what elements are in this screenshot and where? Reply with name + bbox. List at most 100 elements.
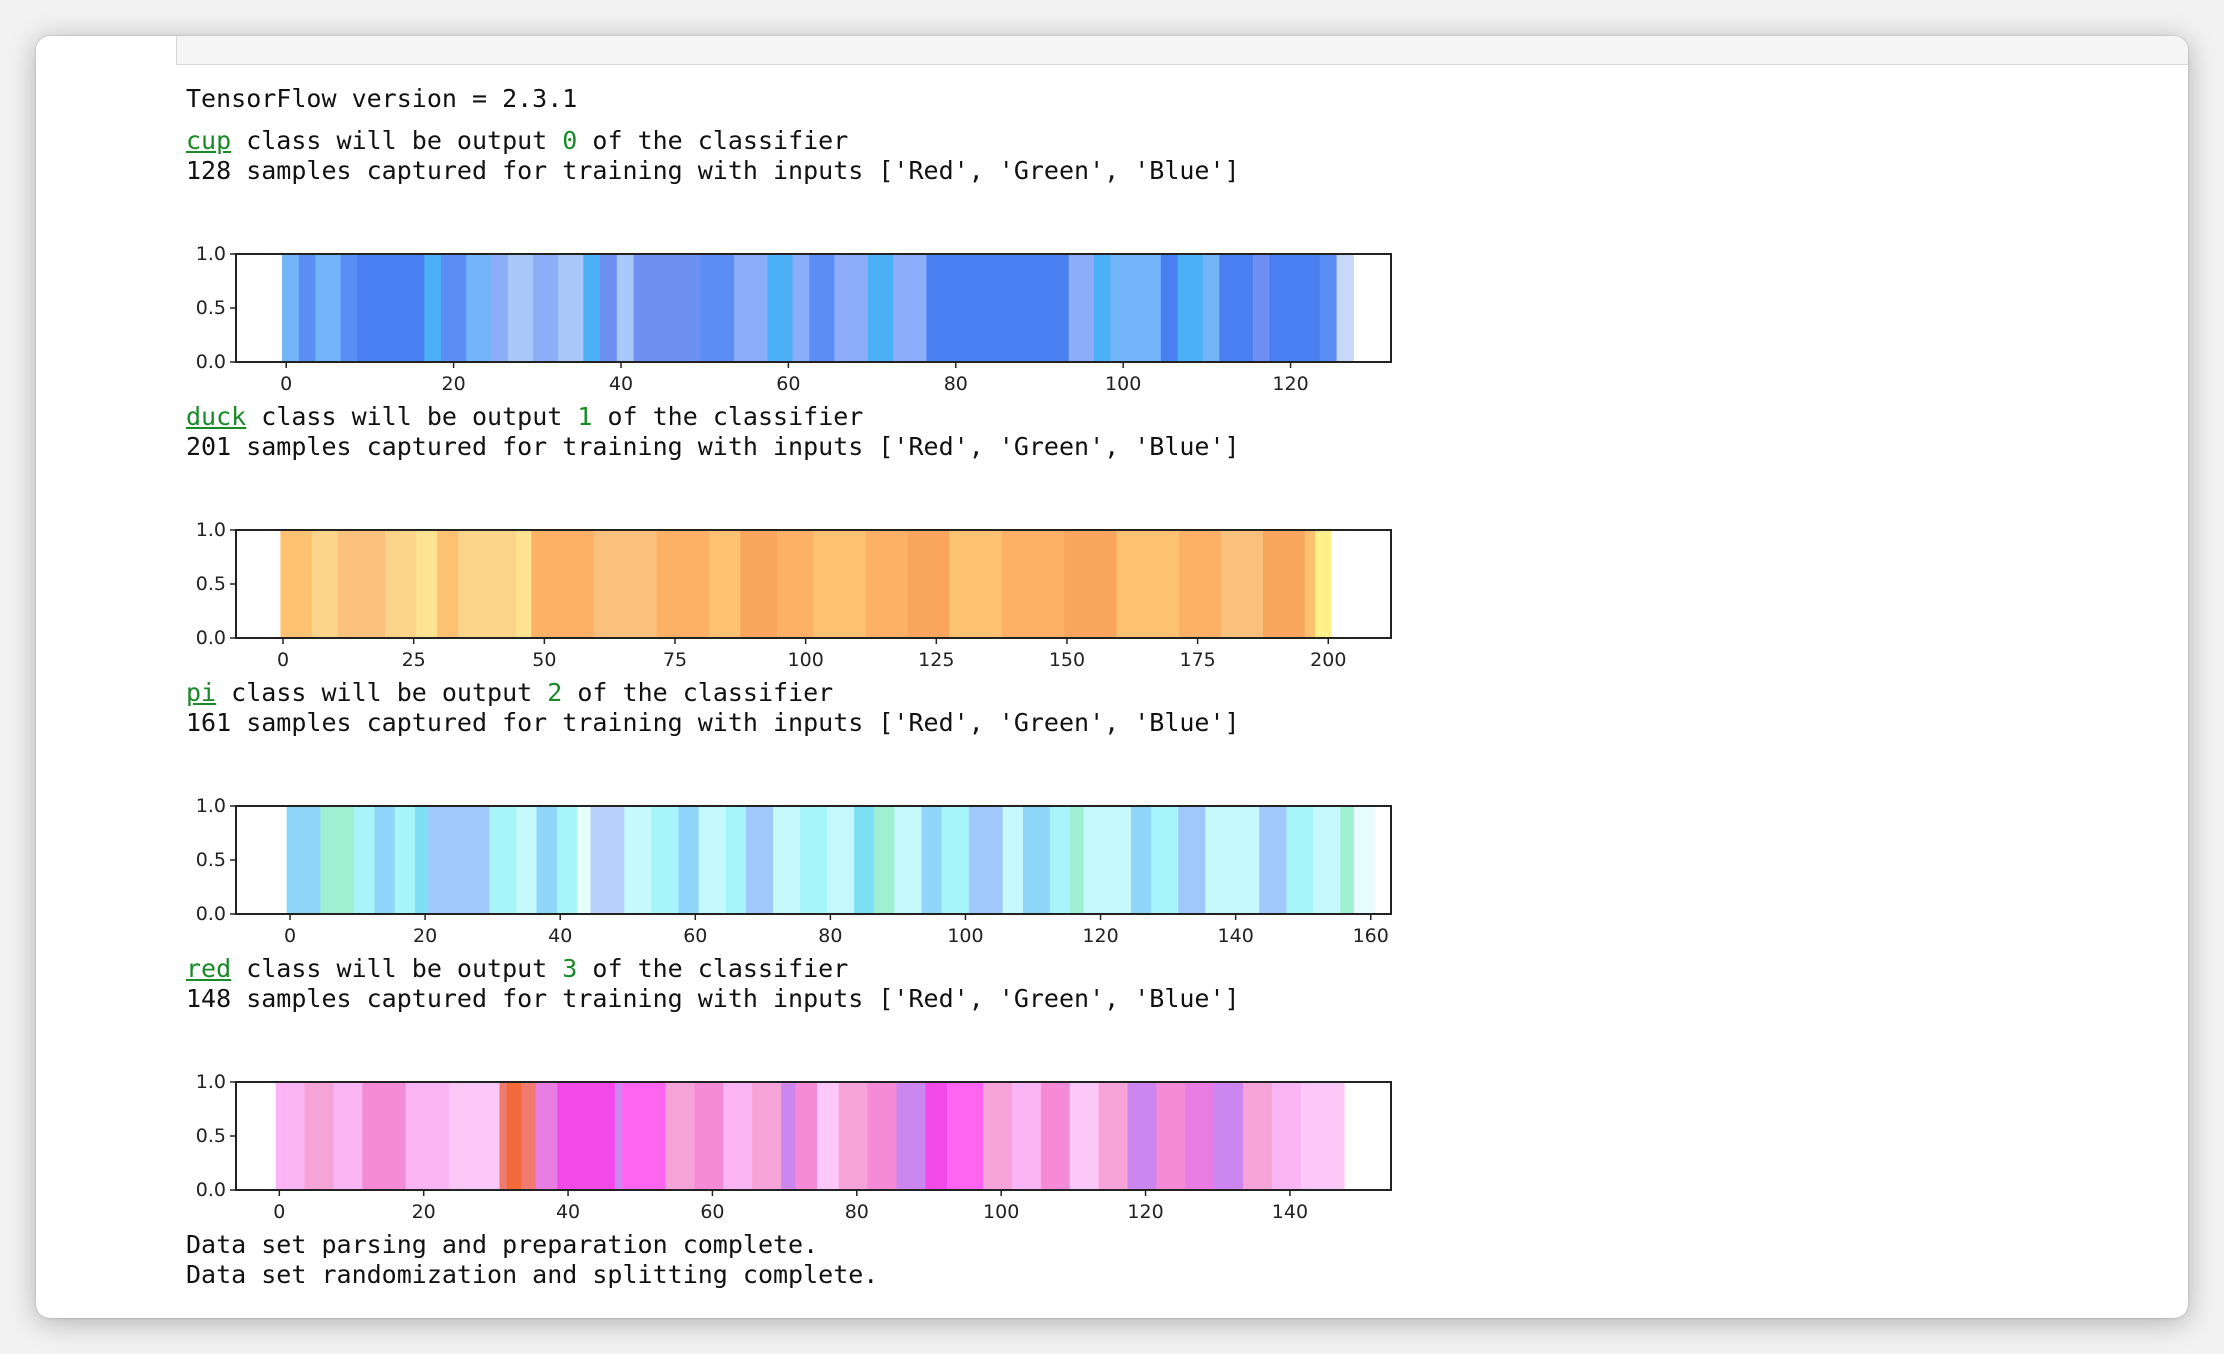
class-line-text: class will be output <box>246 402 578 431</box>
sample-bar <box>921 806 943 914</box>
sample-bar <box>1001 530 1065 638</box>
y-tick-label: 0.5 <box>196 1125 226 1147</box>
x-tick-label: 20 <box>413 925 437 947</box>
sample-bar <box>1116 530 1180 638</box>
sample-bar <box>865 530 909 638</box>
sample-bar <box>499 1082 508 1190</box>
y-tick-label: 0.0 <box>196 1179 226 1201</box>
sample-bar <box>1252 254 1271 362</box>
sample-bar <box>1068 254 1095 362</box>
sample-bar <box>874 806 896 914</box>
x-tick-label: 0 <box>277 649 289 671</box>
x-tick-label: 60 <box>683 925 707 947</box>
sample-bar <box>867 254 894 362</box>
sample-bar <box>1012 1082 1042 1190</box>
sample-bar <box>854 806 875 914</box>
color-strip-chart-duck: 0 25 50 75 100 125 150 175 200 0.0 0.5 1.0 <box>186 520 1411 672</box>
chart-svg: 0 20 40 60 80 100 120 140 160 0.0 0.5 1.0 <box>196 796 1392 947</box>
x-tick-label: 0 <box>273 1201 285 1223</box>
class-line-text: class will be output <box>231 954 563 983</box>
sample-bar <box>1304 530 1316 638</box>
samples-line-duck: 201 samples captured for training with i… <box>186 432 1240 461</box>
x-tick-label: 140 <box>1218 925 1254 947</box>
y-tick-label: 1.0 <box>196 520 226 541</box>
sample-bar <box>827 806 855 914</box>
sample-bar <box>1262 530 1306 638</box>
sample-bar <box>925 1082 948 1190</box>
x-tick-label: 100 <box>788 649 824 671</box>
samples-line-pi: 161 samples captured for training with i… <box>186 708 1240 737</box>
x-tick-label: 80 <box>944 373 968 395</box>
class-line-text: class will be output <box>231 126 563 155</box>
sample-bar <box>516 806 538 914</box>
sample-bar <box>394 806 416 914</box>
sample-bar <box>907 530 950 638</box>
sample-bar <box>772 806 801 914</box>
sample-bar <box>1286 806 1314 914</box>
class-name-link[interactable]: pi <box>186 678 217 707</box>
sample-bar <box>1179 530 1222 638</box>
class-line-tail: of the classifier <box>592 402 864 431</box>
class-name-link[interactable]: cup <box>186 126 232 155</box>
x-tick-label: 40 <box>556 1201 580 1223</box>
class-line-tail: of the classifier <box>562 678 834 707</box>
sample-bar <box>362 1082 407 1190</box>
sample-bar <box>535 1082 558 1190</box>
sample-bar <box>633 254 702 362</box>
sample-bar <box>428 806 490 914</box>
y-tick-label: 0.0 <box>196 627 226 649</box>
x-tick-label: 140 <box>1272 1201 1308 1223</box>
sample-bar <box>1110 254 1162 362</box>
sample-bar <box>867 1082 898 1190</box>
sample-bar <box>333 1082 363 1190</box>
sample-bar <box>311 530 339 638</box>
x-tick-label: 80 <box>845 1201 869 1223</box>
sample-bar <box>515 530 532 638</box>
sample-bar <box>723 1082 753 1190</box>
sample-bar <box>809 254 836 362</box>
sample-bar <box>1064 530 1118 638</box>
sample-bar <box>594 530 658 638</box>
chart-svg: 0 20 40 60 80 100 120 140 0.0 0.5 1.0 <box>196 1072 1392 1223</box>
sample-bar <box>508 254 534 362</box>
x-tick-label: 125 <box>918 649 954 671</box>
sample-bar <box>1070 806 1085 914</box>
x-tick-label: 150 <box>1049 649 1085 671</box>
sample-bar <box>590 806 625 914</box>
x-tick-label: 80 <box>818 925 842 947</box>
sample-bar <box>466 254 492 362</box>
sample-bar <box>531 530 595 638</box>
sample-bar <box>896 1082 926 1190</box>
sample-bar <box>416 530 438 638</box>
sample-bar <box>441 254 467 362</box>
sample-bar <box>533 254 559 362</box>
class-index: 3 <box>562 954 578 983</box>
y-tick-label: 1.0 <box>196 796 226 817</box>
sample-bar <box>614 1082 623 1190</box>
samples-line-cup: 128 samples captured for training with i… <box>186 156 1240 185</box>
sample-bar <box>458 530 517 638</box>
sample-bar <box>1353 806 1375 914</box>
sample-bar <box>1098 1082 1129 1190</box>
sample-bar <box>1022 806 1051 914</box>
y-tick-label: 0.5 <box>196 573 226 595</box>
sample-bar <box>340 254 358 362</box>
sample-bar <box>1160 254 1179 362</box>
x-tick-label: 120 <box>1082 925 1118 947</box>
class-name-link[interactable]: duck <box>186 402 247 431</box>
x-tick-label: 175 <box>1179 649 1215 671</box>
sample-bar <box>926 254 1070 362</box>
sample-bar <box>1093 254 1112 362</box>
sample-bar <box>320 806 355 914</box>
x-tick-label: 40 <box>609 373 633 395</box>
sample-bar <box>424 254 442 362</box>
class-name-link[interactable]: red <box>186 954 232 983</box>
class-output-line-pi: pi class will be output 2 of the classif… <box>186 678 833 708</box>
sample-bar <box>506 1082 522 1190</box>
sample-bar <box>1340 806 1355 914</box>
samples-line-red: 148 samples captured for training with i… <box>186 984 1240 1013</box>
sample-bar <box>577 806 592 914</box>
sample-bar <box>733 254 769 362</box>
color-strip-chart-cup: 0 20 40 60 80 100 120 0.0 0.5 1.0 <box>186 244 1411 396</box>
x-tick-label: 40 <box>548 925 572 947</box>
